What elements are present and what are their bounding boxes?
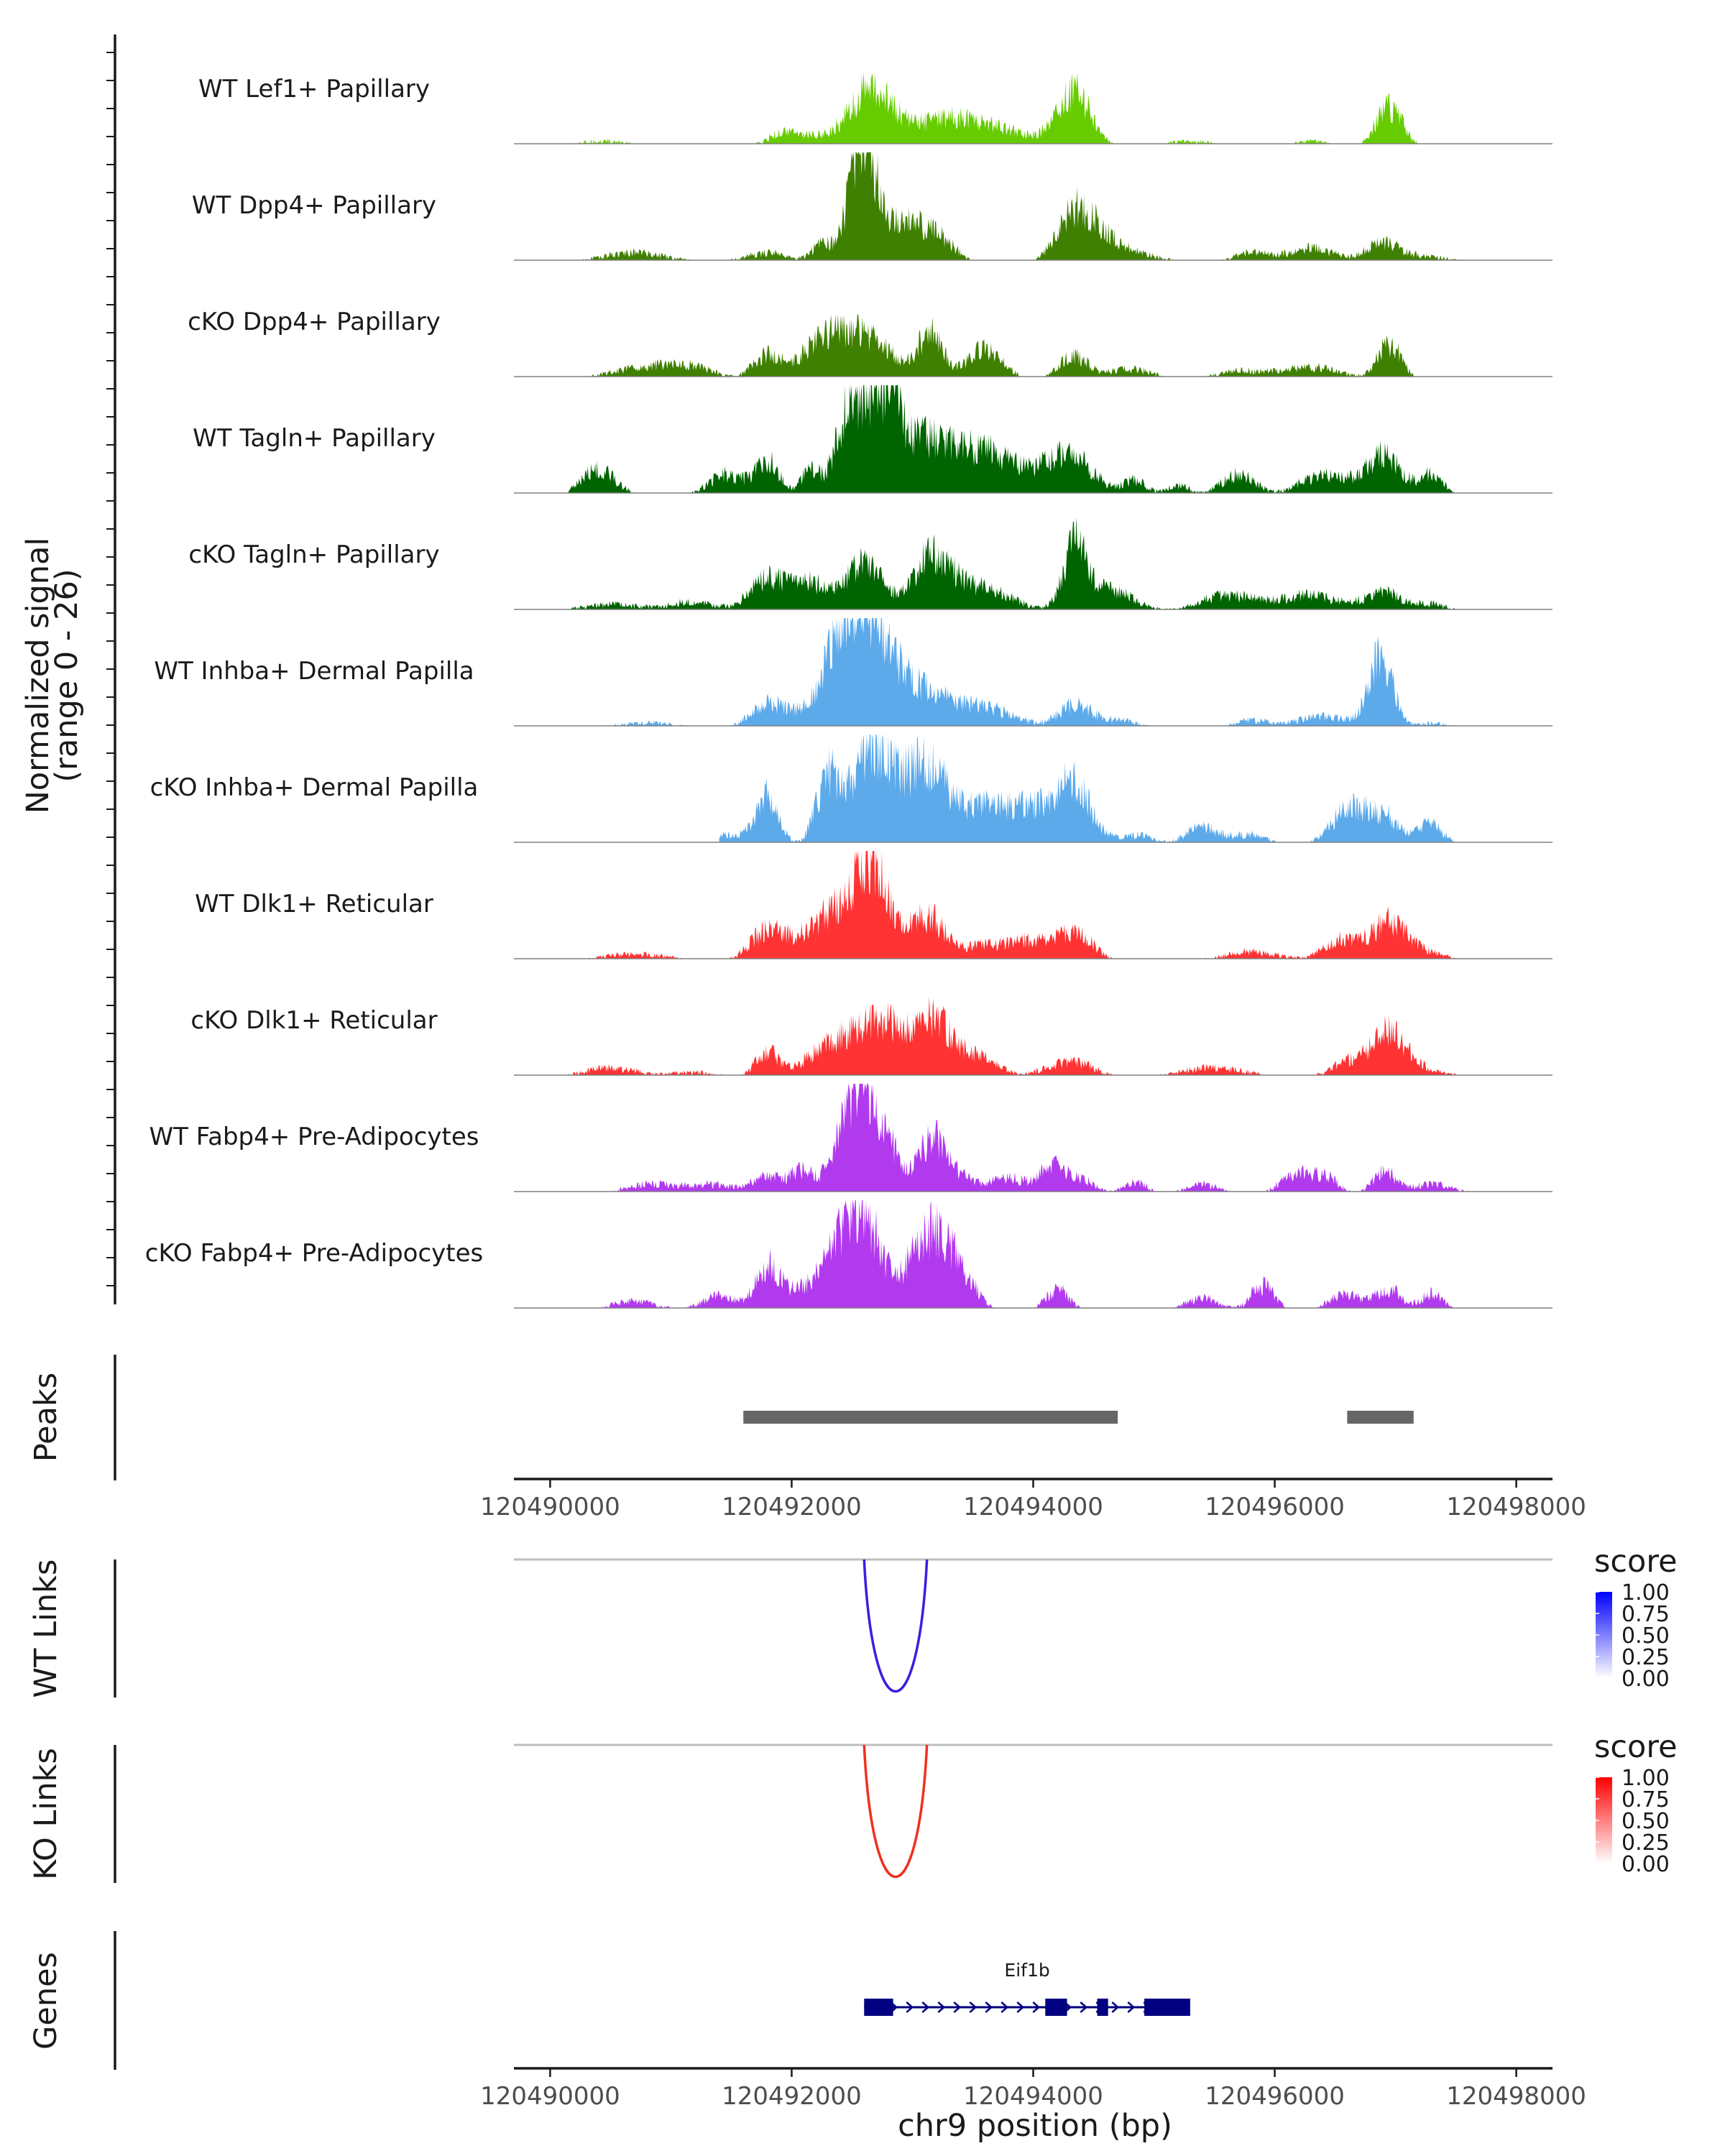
link-track: KO Links [28, 1743, 1552, 1883]
coverage-track: WT Dlk1+ Reticular [195, 851, 1552, 959]
coverage-axis-ticks [106, 34, 116, 1304]
coverage-track: cKO Tagln+ Papillary [188, 516, 1552, 610]
strand-arrow [906, 2001, 914, 2013]
genes-panel: Genes Eif1b [28, 1931, 1190, 2070]
gene-exon [1045, 1999, 1067, 2016]
coverage-track: WT Lef1+ Papillary [198, 72, 1552, 144]
legend-title: score [1594, 1729, 1678, 1765]
strand-arrow [1000, 2001, 1009, 2013]
y-axis-title-line1: Normalized signal [20, 538, 56, 814]
track-label: cKO Tagln+ Papillary [188, 540, 439, 569]
legend-tick-label: 0.00 [1622, 1667, 1670, 1692]
peaks-track-label: Peaks [28, 1373, 64, 1462]
gene-name: Eif1b [1004, 1960, 1049, 1981]
track-label: WT Fabp4+ Pre-Adipocytes [150, 1123, 479, 1151]
strand-arrow [1016, 2001, 1025, 2013]
strand-arrow [1111, 2001, 1120, 2013]
link-track: WT Links [28, 1558, 1552, 1698]
strand-arrow [1080, 2001, 1088, 2013]
legend-tick-label: 1.00 [1622, 1766, 1670, 1791]
legend-tick-label: 0.25 [1622, 1830, 1670, 1856]
coverage-track: WT Fabp4+ Pre-Adipocytes [150, 1084, 1552, 1192]
peak-region [743, 1411, 1118, 1424]
coverage-area [568, 618, 1481, 726]
legend-tick-label: 0.00 [1622, 1852, 1670, 1877]
coverage-track: cKO Dpp4+ Papillary [188, 308, 1552, 377]
x-tick-label: 120492000 [722, 2082, 862, 2111]
legend-tick-label: 0.75 [1622, 1602, 1670, 1627]
strand-arrow [953, 2001, 962, 2013]
coverage-area [580, 1200, 1456, 1308]
x-tick-label: 120496000 [1205, 1493, 1345, 1521]
x-axis-upper: 120490000 120492000 120494000 120496000 1204… [480, 1478, 1586, 1521]
legend-colorbar [1596, 1777, 1612, 1864]
x-tick-label: 120490000 [480, 2082, 620, 2111]
track-label: cKO Dlk1+ Reticular [190, 1006, 437, 1035]
coverage-track: cKO Inhba+ Dermal Papilla [150, 734, 1552, 843]
x-tick-label: 120496000 [1205, 2082, 1345, 2111]
strand-arrow [937, 2001, 946, 2013]
strand-arrow [1032, 2001, 1041, 2013]
legend-colorbar [1596, 1592, 1612, 1678]
x-tick-label: 120498000 [1446, 2082, 1586, 2111]
legend-tick-label: 0.50 [1622, 1809, 1670, 1834]
track-label: WT Tagln+ Papillary [193, 424, 436, 453]
legend-tick-label: 0.50 [1622, 1623, 1670, 1649]
strand-arrow [985, 2001, 993, 2013]
peaks-panel: Peaks [28, 1355, 1414, 1480]
x-tick-label: 120490000 [480, 1493, 620, 1521]
coverage-area [568, 385, 1481, 493]
strand-arrow [969, 2001, 978, 2013]
x-tick-label: 120494000 [963, 2082, 1103, 2111]
link-track-label: KO Links [28, 1748, 64, 1880]
coverage-area [586, 1084, 1492, 1192]
strand-arrow [1127, 2001, 1136, 2013]
coverage-area [568, 516, 1492, 609]
link-arc [862, 1559, 929, 1693]
strand-arrow [921, 2001, 930, 2013]
coverage-track: WT Inhba+ Dermal Papilla [154, 618, 1552, 727]
links-panel: WT Links KO Links [28, 1558, 1552, 1883]
gene-exon [864, 1999, 893, 2016]
track-label: cKO Dpp4+ Papillary [188, 308, 441, 336]
gene-exon [1144, 1999, 1190, 2016]
coverage-track: WT Dpp4+ Papillary [192, 152, 1552, 261]
y-axis-title-line2: (range 0 - 26) [49, 568, 85, 782]
track-label: WT Lef1+ Papillary [198, 75, 430, 103]
track-label: WT Dpp4+ Papillary [192, 191, 436, 220]
coverage-area [719, 734, 1456, 842]
track-label: WT Inhba+ Dermal Papilla [154, 657, 474, 686]
coverage-area [574, 72, 1481, 144]
coverage-area [568, 313, 1481, 377]
coverage-track: WT Tagln+ Papillary [193, 385, 1552, 494]
coverage-area [568, 851, 1492, 959]
gene-exon [1097, 1999, 1108, 2016]
legend-tick-label: 0.25 [1622, 1645, 1670, 1670]
x-axis-lower: 120490000 120492000 120494000 120496000 1204… [480, 2067, 1586, 2111]
legend-tick-label: 1.00 [1622, 1580, 1670, 1606]
coverage-track: cKO Dlk1+ Reticular [190, 996, 1552, 1076]
coverage-area [568, 152, 1492, 260]
score-legends: score1.000.750.500.250.00score1.000.750.… [1594, 1544, 1678, 1877]
legend-title: score [1594, 1544, 1678, 1580]
x-tick-label: 120494000 [963, 1493, 1103, 1521]
peak-region [1347, 1411, 1414, 1424]
coverage-area [568, 996, 1456, 1075]
link-arc [862, 1744, 929, 1879]
x-tick-label: 120498000 [1446, 1493, 1586, 1521]
link-track-label: WT Links [28, 1560, 64, 1698]
x-axis-title: chr9 position (bp) [898, 2108, 1172, 2144]
coverage-tracks: WT Lef1+ Papillary WT Dpp4+ Papillary cKO … [145, 72, 1552, 1309]
track-label: WT Dlk1+ Reticular [195, 890, 433, 918]
x-tick-label: 120492000 [722, 1493, 862, 1521]
track-label: cKO Fabp4+ Pre-Adipocytes [145, 1239, 484, 1268]
coverage-track: cKO Fabp4+ Pre-Adipocytes [145, 1200, 1552, 1309]
genes-track-label: Genes [28, 1952, 64, 2050]
track-label: cKO Inhba+ Dermal Papilla [150, 773, 479, 802]
legend-tick-label: 0.75 [1622, 1787, 1670, 1812]
y-axis-title: Normalized signal(range 0 - 26) [20, 538, 85, 814]
